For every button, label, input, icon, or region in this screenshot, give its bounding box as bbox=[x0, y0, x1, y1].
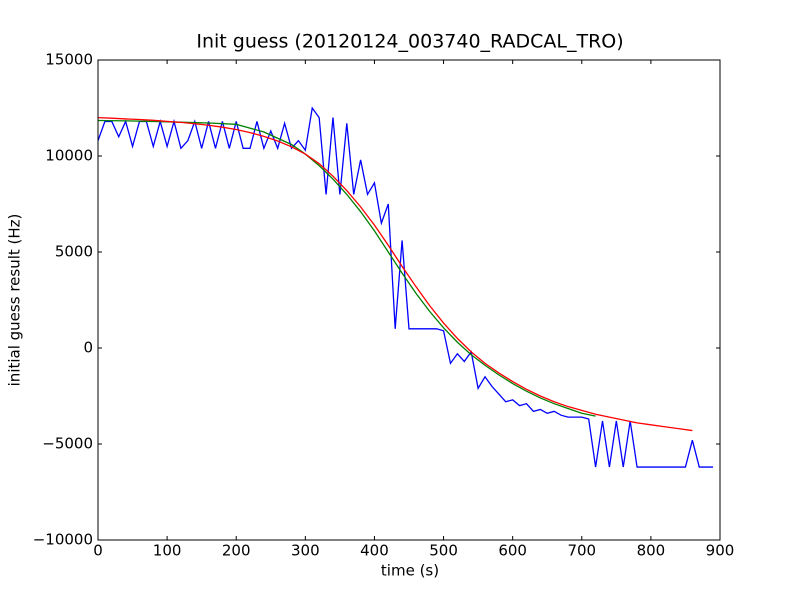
chart-title: Init guess (20120124_003740_RADCAL_TRO) bbox=[196, 31, 623, 53]
y-tick-label: 5000 bbox=[55, 243, 93, 261]
data-line bbox=[98, 119, 596, 417]
x-tick-label: 0 bbox=[93, 542, 103, 560]
y-tick-label: −5000 bbox=[42, 435, 93, 453]
x-tick-label: 800 bbox=[637, 542, 666, 560]
data-line bbox=[98, 116, 693, 432]
data-line bbox=[98, 106, 714, 468]
y-tick-label: 10000 bbox=[45, 147, 93, 165]
plot-frame bbox=[97, 59, 721, 541]
x-axis-label: time (s) bbox=[381, 562, 439, 580]
x-tick-label: 700 bbox=[567, 542, 596, 560]
x-tick-label: 600 bbox=[498, 542, 527, 560]
x-tick-label: 300 bbox=[291, 542, 320, 560]
y-tick-label: 15000 bbox=[45, 51, 93, 69]
x-tick-label: 100 bbox=[153, 542, 182, 560]
x-tick-label: 200 bbox=[222, 542, 251, 560]
y-tick-label: −10000 bbox=[33, 531, 93, 549]
y-axis-label: initial guess result (Hz) bbox=[6, 214, 24, 387]
x-tick-label: 500 bbox=[429, 542, 458, 560]
y-tick-label: 0 bbox=[83, 339, 93, 357]
x-tick-label: 400 bbox=[360, 542, 389, 560]
x-tick-label: 900 bbox=[706, 542, 735, 560]
